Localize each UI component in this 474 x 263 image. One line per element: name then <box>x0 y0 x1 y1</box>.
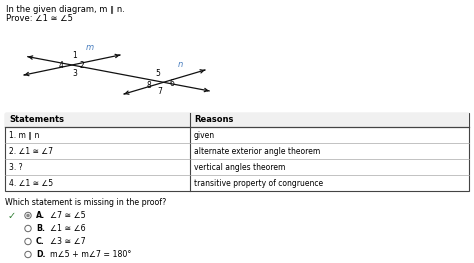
Text: ∠1 ≅ ∠6: ∠1 ≅ ∠6 <box>50 224 86 233</box>
Text: 4: 4 <box>59 62 64 70</box>
Text: 1: 1 <box>73 52 77 60</box>
Circle shape <box>26 214 30 217</box>
Text: 3. ?: 3. ? <box>9 163 23 171</box>
Text: alternate exterior angle theorem: alternate exterior angle theorem <box>194 146 320 155</box>
Text: 5: 5 <box>155 68 160 78</box>
Text: 6: 6 <box>170 78 174 88</box>
Text: ∠7 ≅ ∠5: ∠7 ≅ ∠5 <box>50 211 86 220</box>
Text: ✓: ✓ <box>8 210 16 220</box>
Text: m: m <box>86 43 94 52</box>
Text: n: n <box>178 60 183 69</box>
Text: m∠5 + m∠7 = 180°: m∠5 + m∠7 = 180° <box>50 250 131 259</box>
Text: 8: 8 <box>146 80 151 89</box>
Text: ∠3 ≅ ∠7: ∠3 ≅ ∠7 <box>50 237 86 246</box>
Text: vertical angles theorem: vertical angles theorem <box>194 163 285 171</box>
Text: 3: 3 <box>73 69 77 78</box>
Text: C.: C. <box>36 237 45 246</box>
Text: B.: B. <box>36 224 45 233</box>
Text: Reasons: Reasons <box>194 115 233 124</box>
Bar <box>5 113 469 191</box>
Text: A.: A. <box>36 211 45 220</box>
Text: In the given diagram, m ∥ n.: In the given diagram, m ∥ n. <box>6 5 125 14</box>
Text: 4. ∠1 ≅ ∠5: 4. ∠1 ≅ ∠5 <box>9 179 53 188</box>
Text: Prove: ∠1 ≅ ∠5: Prove: ∠1 ≅ ∠5 <box>6 14 73 23</box>
Text: 7: 7 <box>157 87 163 95</box>
Text: 1. m ∥ n: 1. m ∥ n <box>9 130 39 139</box>
Text: 2. ∠1 ≅ ∠7: 2. ∠1 ≅ ∠7 <box>9 146 53 155</box>
Bar <box>5 113 469 127</box>
Text: Which statement is missing in the proof?: Which statement is missing in the proof? <box>5 198 166 207</box>
Text: D.: D. <box>36 250 46 259</box>
Text: transitive property of congruence: transitive property of congruence <box>194 179 323 188</box>
Text: given: given <box>194 130 215 139</box>
Text: 2: 2 <box>80 62 84 70</box>
Text: Statements: Statements <box>9 115 64 124</box>
